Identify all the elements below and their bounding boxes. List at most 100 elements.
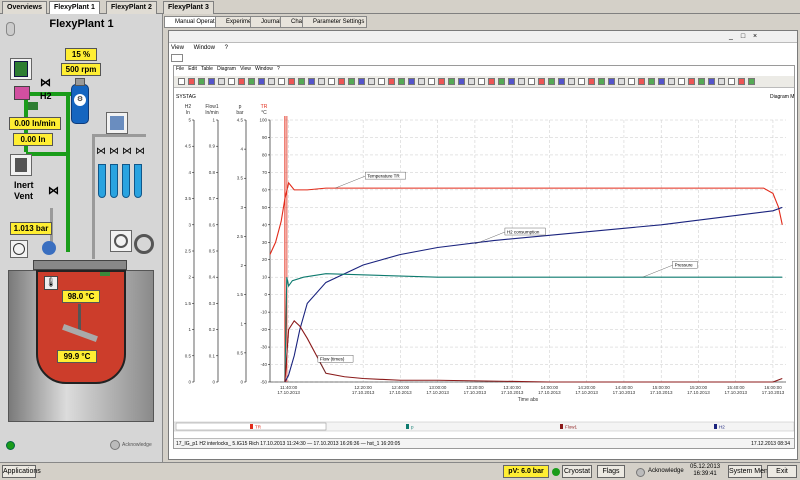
doc-menu-file[interactable]: File: [176, 66, 185, 72]
toolbar-button[interactable]: [488, 78, 495, 85]
inert-gas-button[interactable]: [10, 154, 32, 176]
valve-icon[interactable]: ⋈: [40, 77, 51, 89]
pump-settings-button[interactable]: [106, 112, 128, 134]
reactor-temperature[interactable]: 98.0 °C: [62, 290, 100, 303]
toolbar-button[interactable]: [398, 78, 405, 85]
toolbar-button[interactable]: [368, 78, 375, 85]
doc-menu-table[interactable]: Table: [200, 66, 213, 72]
toolbar-button[interactable]: [748, 78, 755, 85]
toolbar-button[interactable]: [718, 78, 725, 85]
toolbar-button[interactable]: [448, 78, 455, 85]
toolbar-button[interactable]: [218, 78, 225, 85]
tab-flexyplant-2[interactable]: FlexyPlant 2: [106, 1, 157, 14]
pressure-settings-button[interactable]: [10, 240, 28, 258]
system-menu-button[interactable]: System Menu: [728, 465, 772, 478]
tab-journal[interactable]: Journal: [250, 16, 284, 28]
toolbar-button[interactable]: [228, 78, 235, 85]
tab-flexyplant-1[interactable]: FlexyPlant 1: [49, 1, 100, 14]
inert-valve-icon[interactable]: ⋈: [48, 185, 59, 197]
acknowledge-icon-bottom[interactable]: [636, 468, 645, 477]
toolbar-button[interactable]: [688, 78, 695, 85]
toolbar-button[interactable]: [628, 78, 635, 85]
window-controls[interactable]: _ □ ×: [729, 33, 761, 40]
toolbar-button[interactable]: [578, 78, 585, 85]
doc-menu-view[interactable]: View: [240, 66, 251, 72]
toolbar-button[interactable]: [298, 78, 305, 85]
menu-view[interactable]: View: [171, 45, 184, 51]
toolbar-button[interactable]: [238, 78, 245, 85]
toolbar-button[interactable]: [508, 78, 515, 85]
print-icon[interactable]: [171, 54, 183, 62]
acknowledge-label[interactable]: Acknowledge: [122, 442, 152, 448]
toolbar-button[interactable]: [598, 78, 605, 85]
toolbar-button[interactable]: [378, 78, 385, 85]
thermostat-button[interactable]: [110, 230, 132, 252]
toolbar-button[interactable]: [258, 78, 265, 85]
menu-help[interactable]: ?: [224, 45, 228, 51]
toolbar-button[interactable]: [328, 78, 335, 85]
toolbar-button[interactable]: [528, 78, 535, 85]
toolbar-button[interactable]: [678, 78, 685, 85]
toolbar-button[interactable]: [358, 78, 365, 85]
exit-button[interactable]: Exit: [767, 465, 797, 478]
doc-menu-help[interactable]: ?: [277, 66, 280, 72]
toolbar-button[interactable]: [618, 78, 625, 85]
toolbar-button[interactable]: [388, 78, 395, 85]
acknowledge-icon[interactable]: [110, 440, 120, 450]
toolbar-button[interactable]: [268, 78, 275, 85]
toolbar-button[interactable]: [558, 78, 565, 85]
toolbar-button[interactable]: [198, 78, 205, 85]
toolbar-button[interactable]: [498, 78, 505, 85]
stirrer-speed-percent[interactable]: 15 %: [65, 48, 97, 61]
toolbar-button[interactable]: [658, 78, 665, 85]
toolbar-button[interactable]: [438, 78, 445, 85]
pressure-display[interactable]: 1.013 bar: [10, 222, 52, 235]
toolbar-button[interactable]: [208, 78, 215, 85]
toolbar-button[interactable]: [288, 78, 295, 85]
toolbar-button[interactable]: [458, 78, 465, 85]
toolbar-button[interactable]: [418, 78, 425, 85]
toolbar-button[interactable]: [698, 78, 705, 85]
toolbar-button[interactable]: [728, 78, 735, 85]
toolbar-button[interactable]: [308, 78, 315, 85]
sample-tubes[interactable]: ⋈⋈⋈⋈: [96, 142, 146, 212]
toolbar-button[interactable]: [348, 78, 355, 85]
stirrer-speed-rpm[interactable]: 500 rpm: [61, 63, 101, 76]
volume-display[interactable]: 0.00 ln: [13, 133, 53, 146]
gas-supply-button[interactable]: [10, 58, 32, 80]
toolbar-button[interactable]: [648, 78, 655, 85]
toolbar-button[interactable]: [668, 78, 675, 85]
toolbar-button[interactable]: [468, 78, 475, 85]
toolbar-button[interactable]: [278, 78, 285, 85]
toolbar-button[interactable]: [548, 78, 555, 85]
tab-manual-operation[interactable]: Manual Operation: [164, 16, 226, 28]
tab-overviews[interactable]: Overviews: [2, 1, 48, 14]
toolbar-button[interactable]: [408, 78, 415, 85]
toolbar-button[interactable]: [318, 78, 325, 85]
toolbar-button[interactable]: [568, 78, 575, 85]
applications-button[interactable]: Applications: [2, 465, 41, 478]
toolbar-button[interactable]: [188, 78, 195, 85]
acknowledge-button-bottom[interactable]: Acknowledge: [648, 468, 684, 474]
toolbar-button[interactable]: [588, 78, 595, 85]
toolbar-button[interactable]: [538, 78, 545, 85]
toolbar-button[interactable]: [608, 78, 615, 85]
toolbar-button[interactable]: [428, 78, 435, 85]
doc-menu-diagram[interactable]: Diagram: [217, 66, 236, 72]
tab-parameter-settings[interactable]: Parameter Settings: [302, 16, 368, 28]
toolbar-button[interactable]: [478, 78, 485, 85]
flow-display[interactable]: 0.00 ln/min: [9, 117, 61, 130]
toolbar-button[interactable]: [248, 78, 255, 85]
doc-menu-edit[interactable]: Edit: [188, 66, 197, 72]
toolbar-button[interactable]: [708, 78, 715, 85]
jacket-temperature[interactable]: 99.9 °C: [57, 350, 97, 363]
flags-button[interactable]: Flags: [597, 465, 625, 478]
toolbar-button[interactable]: [338, 78, 345, 85]
doc-menu-window[interactable]: Window: [255, 66, 273, 72]
toolbar-button[interactable]: [178, 78, 185, 85]
toolbar-button[interactable]: [738, 78, 745, 85]
toolbar-button[interactable]: [638, 78, 645, 85]
pv-setpoint-button[interactable]: pV: 6.0 bar: [503, 465, 549, 478]
tab-flexyplant-3[interactable]: FlexyPlant 3: [163, 1, 214, 14]
